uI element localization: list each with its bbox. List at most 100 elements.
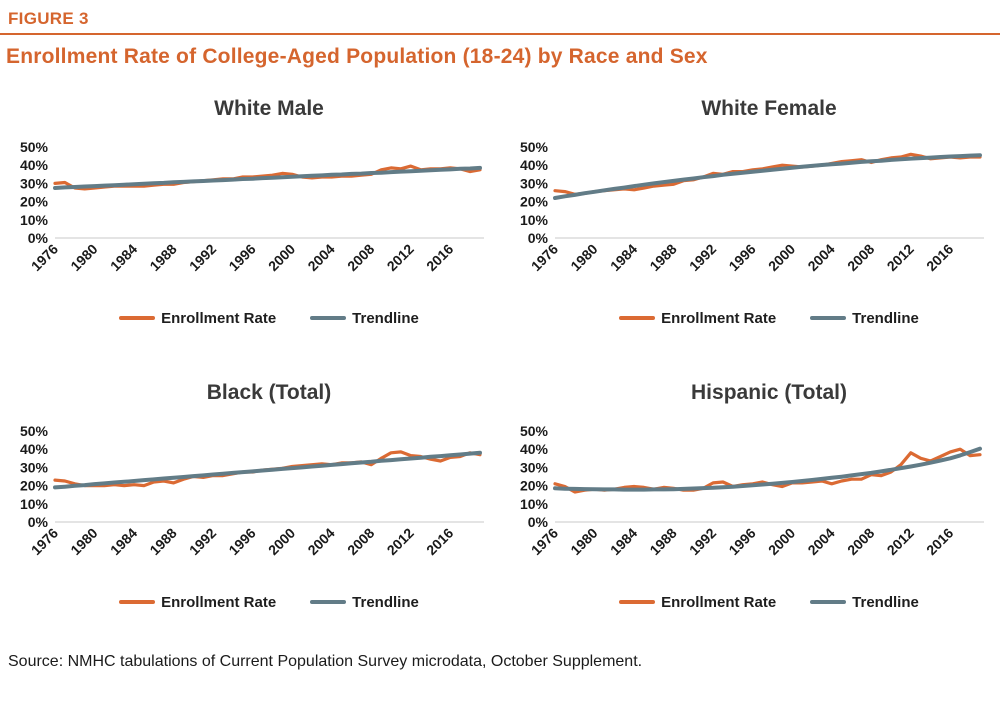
legend: Enrollment Rate Trendline xyxy=(0,591,500,613)
chart-title-black-total: Black (Total) xyxy=(206,381,332,404)
chart-panel-black-total: Black (Total) 0% 10% 20% 30% 40% 50% 1976 1980 1… xyxy=(0,365,500,613)
trendline-swatch-icon xyxy=(310,600,347,604)
svg-text:2000: 2000 xyxy=(765,241,798,274)
svg-text:1992: 1992 xyxy=(686,241,719,274)
svg-text:2004: 2004 xyxy=(804,241,837,274)
charts-grid: White Male 0% 10% 20% 30% 40% 50% 1976 1980 1984… xyxy=(0,81,1000,613)
svg-text:0%: 0% xyxy=(528,230,549,246)
enrollment-line-swatch-icon xyxy=(119,316,156,320)
enrollment-line-swatch-icon xyxy=(119,600,156,604)
svg-text:1992: 1992 xyxy=(686,525,719,558)
svg-text:30%: 30% xyxy=(20,459,49,475)
svg-text:40%: 40% xyxy=(20,157,49,173)
svg-text:1980: 1980 xyxy=(567,525,600,558)
svg-text:2004: 2004 xyxy=(304,525,337,558)
legend-label-trendline: Trendline xyxy=(852,309,919,327)
trendline-swatch-icon xyxy=(310,316,347,320)
svg-text:50%: 50% xyxy=(520,139,549,155)
legend-item-trendline: Trendline xyxy=(810,594,919,611)
svg-text:2012: 2012 xyxy=(384,241,417,274)
svg-text:40%: 40% xyxy=(20,441,49,457)
svg-text:1988: 1988 xyxy=(146,525,179,558)
svg-text:2016: 2016 xyxy=(923,241,956,274)
svg-text:1996: 1996 xyxy=(725,525,758,558)
svg-text:0%: 0% xyxy=(28,514,49,530)
svg-text:2012: 2012 xyxy=(884,525,917,558)
svg-text:10%: 10% xyxy=(520,212,549,228)
figure-header: FIGURE 3 xyxy=(0,0,1000,35)
legend-item-enrollment: Enrollment Rate xyxy=(619,594,776,611)
svg-text:1984: 1984 xyxy=(107,241,140,274)
legend-item-trendline: Trendline xyxy=(310,310,419,327)
svg-text:10%: 10% xyxy=(20,212,49,228)
legend: Enrollment Rate Trendline xyxy=(500,307,1000,329)
svg-text:2008: 2008 xyxy=(344,241,377,274)
svg-text:20%: 20% xyxy=(20,194,49,210)
svg-text:30%: 30% xyxy=(520,175,549,191)
legend-item-enrollment: Enrollment Rate xyxy=(119,310,276,327)
chart-title-white-female: White Female xyxy=(701,97,837,120)
source-note: Source: NMHC tabulations of Current Popu… xyxy=(8,653,643,670)
figure-label: FIGURE 3 xyxy=(8,9,89,28)
legend: Enrollment Rate Trendline xyxy=(500,591,1000,613)
legend-item-trendline: Trendline xyxy=(310,594,419,611)
svg-text:1996: 1996 xyxy=(225,241,258,274)
legend-label-trendline: Trendline xyxy=(352,593,419,611)
trendline-swatch-icon xyxy=(810,600,847,604)
chart-white-female: 0%10%20%30%40%50%1976 1980 1984 1988 1992 199… xyxy=(520,139,984,274)
svg-text:20%: 20% xyxy=(520,194,549,210)
svg-text:10%: 10% xyxy=(520,496,549,512)
svg-text:1988: 1988 xyxy=(146,241,179,274)
svg-text:30%: 30% xyxy=(20,175,49,191)
svg-text:50%: 50% xyxy=(20,139,49,155)
svg-text:2000: 2000 xyxy=(265,241,298,274)
svg-text:1996: 1996 xyxy=(725,241,758,274)
chart-title-white-male: White Male xyxy=(214,97,324,120)
chart-black-total: 0%10%20%30%40%50%1976 1980 1984 1988 1992 199… xyxy=(20,423,484,558)
svg-text:2012: 2012 xyxy=(884,241,917,274)
svg-text:0%: 0% xyxy=(28,230,49,246)
svg-text:2016: 2016 xyxy=(923,525,956,558)
legend-label-enrollment: Enrollment Rate xyxy=(161,593,277,611)
legend-item-enrollment: Enrollment Rate xyxy=(619,310,776,327)
legend-item-enrollment: Enrollment Rate xyxy=(119,594,276,611)
page-title: Enrollment Rate of College-Aged Populati… xyxy=(6,45,708,68)
legend-item-trendline: Trendline xyxy=(810,310,919,327)
legend-label-enrollment: Enrollment Rate xyxy=(161,309,277,327)
enrollment-line-swatch-icon xyxy=(619,600,656,604)
chart-panel-white-female: White Female 0% 10% 20% 30% 40% 50% 1976 1980 19… xyxy=(500,81,1000,329)
svg-text:1992: 1992 xyxy=(186,525,219,558)
svg-text:1996: 1996 xyxy=(225,525,258,558)
enrollment-line-swatch-icon xyxy=(619,316,656,320)
svg-text:2016: 2016 xyxy=(423,241,456,274)
svg-text:2008: 2008 xyxy=(844,241,877,274)
svg-text:2000: 2000 xyxy=(265,525,298,558)
svg-text:50%: 50% xyxy=(520,423,549,439)
svg-text:20%: 20% xyxy=(20,478,49,494)
svg-text:1984: 1984 xyxy=(607,525,640,558)
svg-text:2016: 2016 xyxy=(423,525,456,558)
svg-text:0%: 0% xyxy=(528,514,549,530)
svg-text:1984: 1984 xyxy=(607,241,640,274)
svg-text:2000: 2000 xyxy=(765,525,798,558)
legend-label-trendline: Trendline xyxy=(352,309,419,327)
svg-text:10%: 10% xyxy=(20,496,49,512)
chart-title-hispanic-total: Hispanic (Total) xyxy=(691,381,847,404)
svg-text:1988: 1988 xyxy=(646,241,679,274)
svg-text:1984: 1984 xyxy=(107,525,140,558)
svg-text:1980: 1980 xyxy=(67,241,100,274)
svg-text:2004: 2004 xyxy=(304,241,337,274)
legend-label-trendline: Trendline xyxy=(852,593,919,611)
chart-panel-hispanic-total: Hispanic (Total) 0% 10% 20% 30% 40% 50% 1976 19… xyxy=(500,365,1000,613)
svg-text:20%: 20% xyxy=(520,478,549,494)
svg-text:1980: 1980 xyxy=(567,241,600,274)
svg-text:2004: 2004 xyxy=(804,525,837,558)
svg-text:1992: 1992 xyxy=(186,241,219,274)
legend: Enrollment Rate Trendline xyxy=(0,307,500,329)
svg-text:50%: 50% xyxy=(20,423,49,439)
legend-label-enrollment: Enrollment Rate xyxy=(661,593,777,611)
svg-text:2008: 2008 xyxy=(344,525,377,558)
svg-text:2008: 2008 xyxy=(844,525,877,558)
svg-text:1980: 1980 xyxy=(67,525,100,558)
